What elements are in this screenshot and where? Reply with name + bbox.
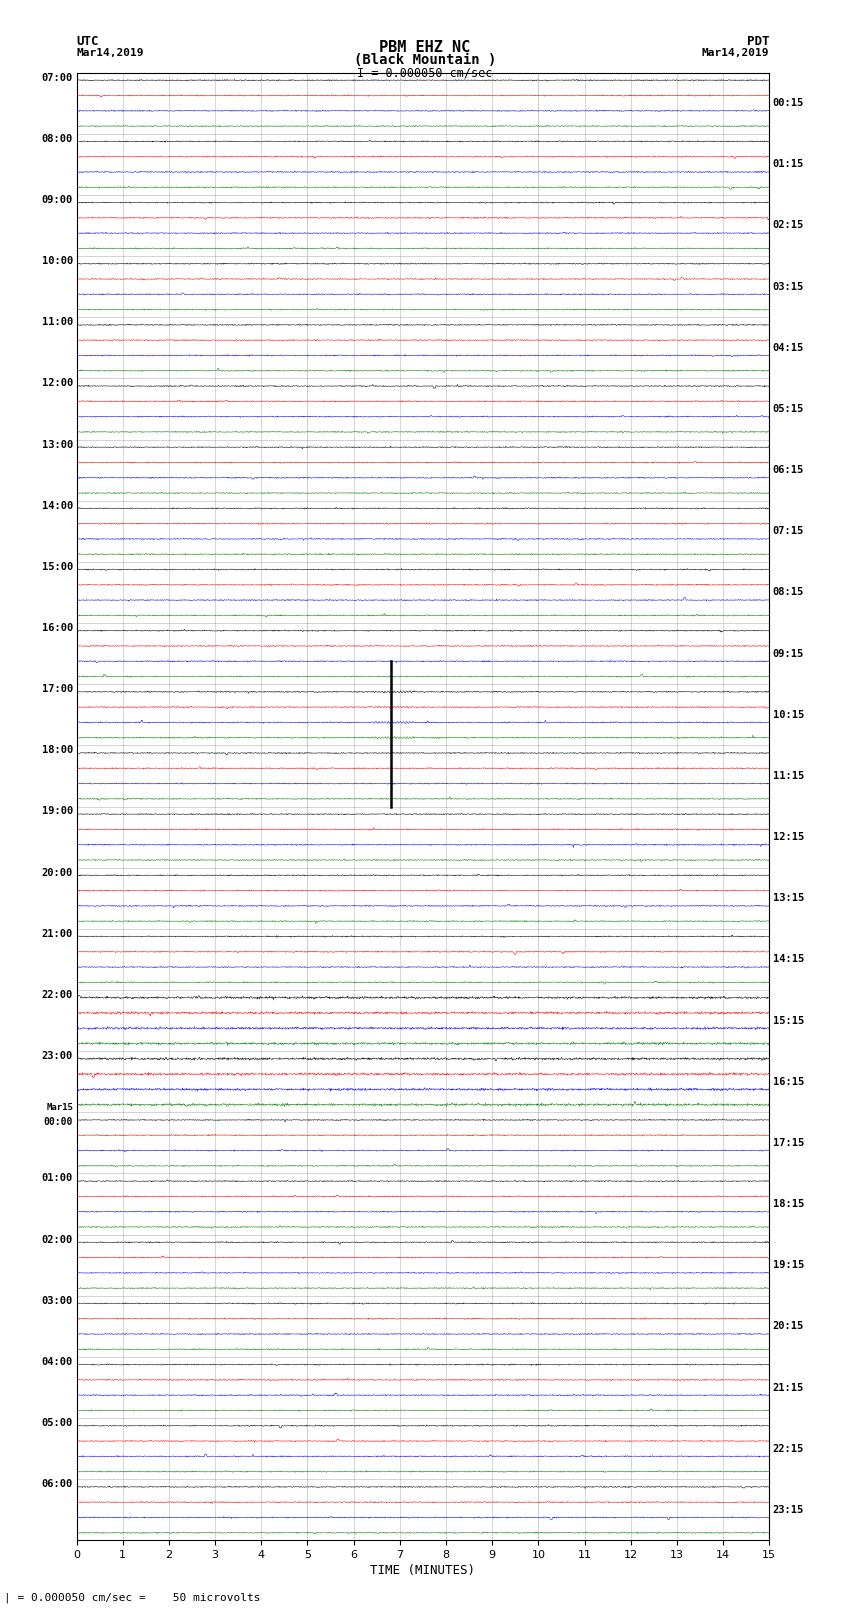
Text: 23:15: 23:15 <box>773 1505 804 1515</box>
Text: 18:00: 18:00 <box>42 745 73 755</box>
Text: 23:00: 23:00 <box>42 1052 73 1061</box>
Text: 04:15: 04:15 <box>773 344 804 353</box>
Text: 22:00: 22:00 <box>42 990 73 1000</box>
Text: 13:00: 13:00 <box>42 440 73 450</box>
Text: 12:15: 12:15 <box>773 832 804 842</box>
Text: Mar14,2019: Mar14,2019 <box>76 47 144 58</box>
Text: 06:00: 06:00 <box>42 1479 73 1489</box>
Text: 17:15: 17:15 <box>773 1137 804 1148</box>
Text: 16:15: 16:15 <box>773 1077 804 1087</box>
Text: 18:15: 18:15 <box>773 1198 804 1210</box>
Text: 01:15: 01:15 <box>773 160 804 169</box>
Text: 10:15: 10:15 <box>773 710 804 719</box>
Text: 21:00: 21:00 <box>42 929 73 939</box>
Text: 15:00: 15:00 <box>42 561 73 573</box>
Text: 08:15: 08:15 <box>773 587 804 597</box>
Text: 05:00: 05:00 <box>42 1418 73 1428</box>
Text: PDT: PDT <box>747 35 769 48</box>
Text: 04:00: 04:00 <box>42 1357 73 1366</box>
Text: 19:00: 19:00 <box>42 806 73 816</box>
Text: I = 0.000050 cm/sec: I = 0.000050 cm/sec <box>357 66 493 81</box>
Text: 16:00: 16:00 <box>42 623 73 632</box>
Text: 05:15: 05:15 <box>773 403 804 415</box>
X-axis label: TIME (MINUTES): TIME (MINUTES) <box>371 1565 475 1578</box>
Text: 17:00: 17:00 <box>42 684 73 694</box>
Text: 11:15: 11:15 <box>773 771 804 781</box>
Text: 06:15: 06:15 <box>773 465 804 476</box>
Text: 00:00: 00:00 <box>43 1116 73 1127</box>
Text: 07:15: 07:15 <box>773 526 804 536</box>
Text: 20:00: 20:00 <box>42 868 73 877</box>
Text: 08:00: 08:00 <box>42 134 73 144</box>
Text: 21:15: 21:15 <box>773 1382 804 1392</box>
Text: 02:00: 02:00 <box>42 1234 73 1245</box>
Text: 03:15: 03:15 <box>773 282 804 292</box>
Text: 00:15: 00:15 <box>773 98 804 108</box>
Text: 20:15: 20:15 <box>773 1321 804 1331</box>
Text: UTC: UTC <box>76 35 99 48</box>
Text: 22:15: 22:15 <box>773 1444 804 1453</box>
Text: (Black Mountain ): (Black Mountain ) <box>354 53 496 68</box>
Text: Mar15: Mar15 <box>46 1103 73 1113</box>
Text: | = 0.000050 cm/sec =    50 microvolts: | = 0.000050 cm/sec = 50 microvolts <box>4 1592 261 1603</box>
Text: 10:00: 10:00 <box>42 256 73 266</box>
Text: 09:15: 09:15 <box>773 648 804 658</box>
Text: 14:15: 14:15 <box>773 955 804 965</box>
Text: 11:00: 11:00 <box>42 318 73 327</box>
Text: 19:15: 19:15 <box>773 1260 804 1269</box>
Text: 02:15: 02:15 <box>773 221 804 231</box>
Text: 15:15: 15:15 <box>773 1016 804 1026</box>
Text: 03:00: 03:00 <box>42 1295 73 1307</box>
Text: 09:00: 09:00 <box>42 195 73 205</box>
Text: 07:00: 07:00 <box>42 73 73 82</box>
Text: 13:15: 13:15 <box>773 894 804 903</box>
Text: 12:00: 12:00 <box>42 379 73 389</box>
Text: Mar14,2019: Mar14,2019 <box>702 47 769 58</box>
Text: 14:00: 14:00 <box>42 500 73 511</box>
Text: PBM EHZ NC: PBM EHZ NC <box>379 39 471 55</box>
Text: 01:00: 01:00 <box>42 1174 73 1184</box>
